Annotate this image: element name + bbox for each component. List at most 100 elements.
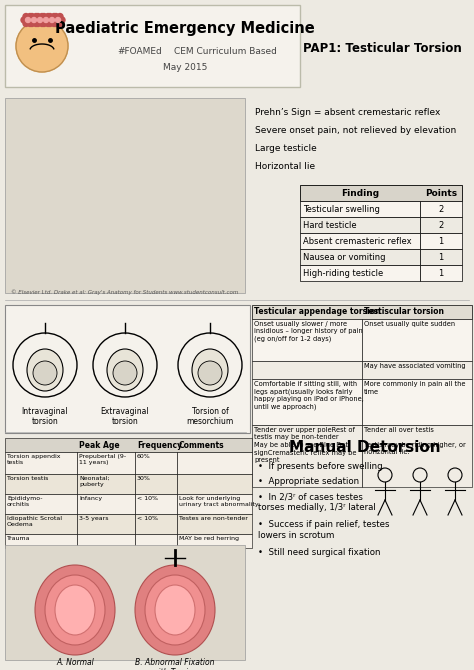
Bar [135,514,177,534]
Ellipse shape [145,575,205,645]
Text: •  In 2/3ʳ of cases testes
torses medially, 1/3ʳ lateral: • In 2/3ʳ of cases testes torses mediall… [258,492,376,512]
Bar [252,425,362,487]
Bar [177,494,252,514]
Text: #FOAMEd: #FOAMEd [118,48,163,56]
Circle shape [44,17,48,23]
Bar [362,379,472,425]
Text: 60%: 60% [137,454,151,459]
Bar [177,474,252,494]
Circle shape [33,361,57,385]
Circle shape [27,17,33,23]
Text: Points: Points [425,188,457,198]
Text: Idiopathic Scrotal
Oedema: Idiopathic Scrotal Oedema [7,516,62,527]
Text: Intravaginal
torsion: Intravaginal torsion [22,407,68,426]
Text: •  Success if pain relief, testes
lowers in scrotum: • Success if pain relief, testes lowers … [258,520,390,540]
Circle shape [49,17,55,23]
Bar [77,452,135,474]
Text: Onset usually quite sudden: Onset usually quite sudden [364,321,455,327]
Bar [5,452,77,474]
Text: Torsion testis: Torsion testis [7,476,48,481]
Text: Comments: Comments [179,440,225,450]
Text: 1: 1 [438,269,444,277]
Bar [362,319,472,361]
Circle shape [45,21,51,26]
Text: Testicular swelling: Testicular swelling [303,204,380,214]
Bar [5,494,77,514]
Circle shape [47,17,53,23]
Text: Testes are non-tender: Testes are non-tender [179,516,248,521]
Circle shape [51,17,57,23]
Bar [420,265,462,281]
Text: Testiscular torsion: Testiscular torsion [364,308,444,316]
Circle shape [16,20,68,72]
Bar [177,452,252,474]
Circle shape [41,17,47,23]
Text: Finding: Finding [341,188,379,198]
Text: •  If presents before swelling: • If presents before swelling [258,462,383,471]
Circle shape [23,13,29,19]
Bar [5,98,245,293]
Bar [362,425,472,487]
Bar [300,265,420,281]
Text: •  Appropriate sedation: • Appropriate sedation [258,477,359,486]
Text: 1: 1 [438,237,444,245]
Circle shape [35,13,41,19]
Text: Infancy: Infancy [79,496,102,501]
Bar [77,494,135,514]
Text: Peak Age: Peak Age [79,440,119,450]
Circle shape [39,17,45,23]
Text: Torsion appendix
testis: Torsion appendix testis [7,454,61,465]
Text: Frequency: Frequency [137,440,182,450]
Text: Tender all over testis

Testis may be riding higher, or
horizontal lie.: Tender all over testis Testis may be rid… [364,427,466,456]
Bar [77,474,135,494]
Bar [5,545,245,660]
Circle shape [39,21,45,26]
Circle shape [29,13,35,19]
Text: May 2015: May 2015 [163,64,207,72]
Bar [135,474,177,494]
Circle shape [39,13,45,19]
Text: Extravaginal
torsion: Extravaginal torsion [100,407,149,426]
Circle shape [53,13,59,19]
Circle shape [57,21,63,26]
Circle shape [27,13,33,19]
Bar [252,319,362,361]
Bar [5,305,250,433]
Bar [135,494,177,514]
Circle shape [23,21,29,26]
Text: High-riding testicle: High-riding testicle [303,269,383,277]
Text: Comfortable if sitting still, with
legs apart(usually looks fairly
happy playing: Comfortable if sitting still, with legs … [254,381,364,411]
Text: Neonatal;
puberty: Neonatal; puberty [79,476,109,487]
Circle shape [35,17,41,23]
Circle shape [29,17,35,23]
Ellipse shape [192,349,228,391]
Bar [135,452,177,474]
Text: Manual Detorsion: Manual Detorsion [289,440,441,455]
Text: More commonly in pain all the
time: More commonly in pain all the time [364,381,465,395]
Text: CEM Curriculum Based: CEM Curriculum Based [173,48,276,56]
Circle shape [27,21,33,26]
Ellipse shape [135,565,215,655]
Text: Trauma: Trauma [7,536,30,541]
Circle shape [26,17,30,23]
Text: 3-5 years: 3-5 years [79,516,109,521]
Text: Absent cremasteric reflex: Absent cremasteric reflex [303,237,411,245]
Bar [300,201,420,217]
Ellipse shape [155,585,195,635]
Text: Nausea or vomiting: Nausea or vomiting [303,253,385,261]
Circle shape [47,21,53,26]
Bar [252,379,362,425]
Bar [5,534,77,548]
Text: Hard testicle: Hard testicle [303,220,356,230]
Bar [252,361,362,379]
Text: A. Normal: A. Normal [56,658,94,667]
Circle shape [29,21,35,26]
Circle shape [198,361,222,385]
Text: 1: 1 [438,253,444,261]
Bar [362,361,472,379]
Text: Tender over upper poleRest of
testis may be non-tender
May be able to see Blue D: Tender over upper poleRest of testis may… [254,427,356,463]
Ellipse shape [107,349,143,391]
Text: < 10%: < 10% [137,516,158,521]
Text: Paediatric Emergency Medicine: Paediatric Emergency Medicine [55,21,315,36]
Circle shape [51,13,57,19]
